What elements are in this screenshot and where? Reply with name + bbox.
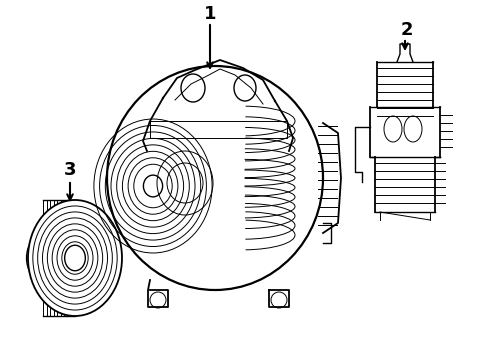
Ellipse shape [65,245,85,271]
Text: 3: 3 [64,161,76,179]
Ellipse shape [107,66,323,290]
Ellipse shape [28,200,122,316]
Text: 1: 1 [204,5,216,23]
Ellipse shape [144,175,163,197]
Ellipse shape [26,235,59,281]
Text: 2: 2 [401,21,413,39]
